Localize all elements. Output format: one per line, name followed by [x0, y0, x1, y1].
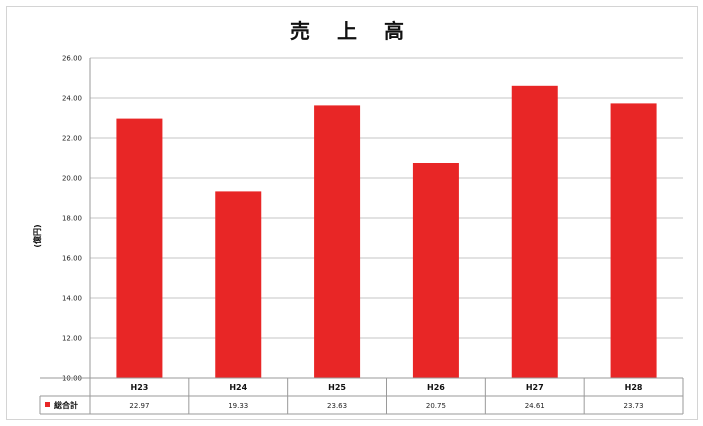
category-label: H23 — [131, 383, 149, 392]
bar — [511, 85, 558, 379]
y-tick-label: 18.00 — [62, 215, 82, 223]
y-tick-label: 22.00 — [62, 135, 82, 143]
category-label: H28 — [625, 383, 643, 392]
y-tick-label: 26.00 — [62, 55, 82, 63]
y-tick-label: 20.00 — [62, 175, 82, 183]
legend-label: 総合計 — [54, 400, 78, 410]
bar — [610, 103, 657, 379]
category-label: H26 — [427, 383, 445, 392]
data-table-value: 19.33 — [228, 402, 248, 410]
legend-swatch — [45, 402, 50, 407]
y-tick-label: 24.00 — [62, 95, 82, 103]
data-table-value: 24.61 — [525, 402, 545, 410]
category-label: H27 — [526, 383, 544, 392]
bar — [314, 105, 361, 379]
bars — [116, 85, 657, 379]
chart-title: 売 上 高 — [290, 19, 414, 43]
y-axis-label: (億円) — [32, 224, 42, 247]
category-label: H24 — [229, 383, 247, 392]
data-table-value: 23.63 — [327, 402, 347, 410]
gridlines — [89, 57, 683, 379]
y-tick-label: 14.00 — [62, 295, 82, 303]
bar — [412, 163, 459, 378]
bar — [116, 118, 163, 378]
data-table-value: 20.75 — [426, 402, 446, 410]
data-table-value: 23.73 — [624, 402, 644, 410]
data-table-value: 22.97 — [129, 402, 149, 410]
y-tick-label: 16.00 — [62, 255, 82, 263]
y-tick-label: 12.00 — [62, 335, 82, 343]
y-tick-labels: 10.0012.0014.0016.0018.0020.0022.0024.00… — [62, 55, 82, 383]
category-label: H25 — [328, 383, 346, 392]
data-table: H23 H24 H25 H26 H27 H28 総合計 22.97 19.33 23.63 20.7… — [39, 377, 684, 415]
bar — [215, 191, 262, 378]
